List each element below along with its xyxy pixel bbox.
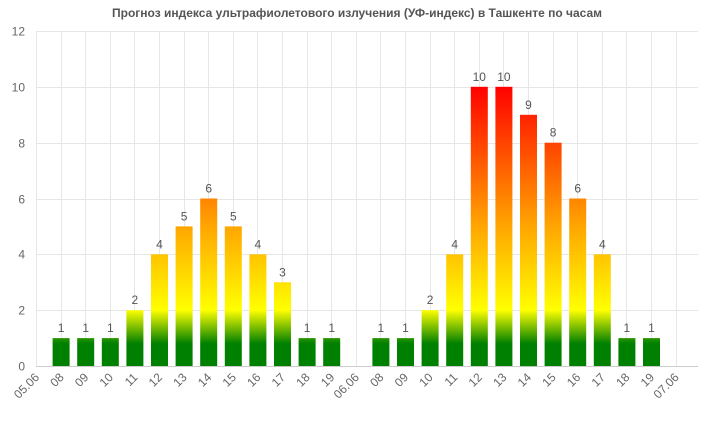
- data-label: 5: [181, 209, 188, 223]
- data-label: 1: [82, 321, 89, 335]
- bar-14-20[interactable]: [520, 114, 537, 367]
- bar-16-22[interactable]: [569, 198, 587, 367]
- x-tick-label: 05.06: [11, 370, 42, 401]
- bar-19-12[interactable]: [323, 338, 341, 366]
- y-tick-label: 10: [12, 81, 26, 95]
- x-tick-label: 18: [293, 370, 313, 390]
- data-label: 4: [599, 237, 606, 251]
- data-label: 4: [451, 237, 458, 251]
- data-label: 2: [132, 293, 139, 307]
- data-label: 10: [497, 70, 511, 84]
- bar-11-4[interactable]: [126, 310, 144, 366]
- y-tick-label: 8: [18, 137, 25, 151]
- x-tick-label: 08: [47, 370, 67, 390]
- x-tick-label: 12: [466, 370, 486, 390]
- x-tick-label: 11: [442, 370, 461, 389]
- y-tick-label: 12: [12, 25, 26, 39]
- y-tick-label: 6: [18, 193, 25, 207]
- bar-17-23[interactable]: [593, 254, 611, 366]
- x-tick-label: 10: [416, 370, 436, 390]
- bar-12-5[interactable]: [151, 254, 168, 366]
- x-tick-label: 08: [367, 370, 387, 390]
- data-label: 1: [58, 321, 65, 335]
- x-tick-label: 18: [613, 370, 633, 390]
- bar-14-7[interactable]: [200, 198, 218, 367]
- data-label: 1: [402, 321, 409, 335]
- data-label: 6: [205, 182, 212, 196]
- bar-13-6[interactable]: [175, 226, 193, 366]
- bar-09-15[interactable]: [397, 338, 414, 366]
- bar-11-17[interactable]: [446, 254, 464, 366]
- data-label: 10: [473, 70, 487, 84]
- bar-15-21[interactable]: [544, 142, 562, 366]
- y-tick-label: 2: [18, 304, 25, 318]
- bar-10-3[interactable]: [101, 338, 119, 366]
- data-label: 1: [328, 321, 335, 335]
- bar-08-14[interactable]: [372, 338, 390, 366]
- y-axis: 0 2 4 6 8 10 12: [12, 25, 26, 374]
- bar-19-25[interactable]: [643, 338, 660, 366]
- x-tick-label: 13: [490, 370, 510, 390]
- y-tick-label: 0: [18, 360, 25, 374]
- bar-16-9[interactable]: [249, 254, 267, 366]
- x-tick-label: 09: [72, 370, 92, 390]
- data-label: 1: [648, 321, 655, 335]
- y-tick-label: 4: [18, 248, 25, 262]
- x-tick-label: 06.06: [331, 370, 362, 401]
- data-label: 1: [624, 321, 631, 335]
- bar-12-18[interactable]: [470, 86, 488, 367]
- data-labels: 1 1 1 2 4 5 6 5 4 3 1 1 1 1 2 4 10 10 9 8 6 4 1 1: [58, 70, 655, 335]
- x-tick-label: 15: [220, 370, 240, 390]
- data-label: 8: [550, 126, 557, 140]
- bars: [52, 86, 660, 367]
- data-label: 4: [255, 237, 262, 251]
- x-tick-label: 14: [515, 370, 535, 390]
- x-tick-label: 15: [539, 370, 559, 390]
- x-tick-label: 07.06: [651, 370, 682, 401]
- x-tick-label: 16: [564, 370, 584, 390]
- x-tick-label: 17: [589, 370, 609, 390]
- data-label: 3: [279, 265, 286, 279]
- data-label: 2: [427, 293, 434, 307]
- x-tick-label: 13: [170, 370, 190, 390]
- x-tick-label: 10: [97, 370, 117, 390]
- x-tick-label: 16: [244, 370, 264, 390]
- data-label: 1: [107, 321, 114, 335]
- data-label: 1: [378, 321, 385, 335]
- bar-10-16[interactable]: [421, 310, 439, 366]
- bar-15-8[interactable]: [224, 226, 242, 366]
- x-tick-label: 12: [146, 370, 166, 390]
- bar-09-2[interactable]: [77, 338, 95, 366]
- data-label: 4: [156, 237, 163, 251]
- data-label: 9: [525, 98, 532, 112]
- x-tick-label: 17: [269, 370, 289, 390]
- bar-18-24[interactable]: [618, 338, 636, 366]
- data-label: 1: [304, 321, 311, 335]
- x-tick-label: 14: [195, 370, 215, 390]
- bar-18-11[interactable]: [298, 338, 316, 366]
- x-tick-label: 11: [122, 370, 141, 389]
- bar-17-10[interactable]: [274, 282, 291, 367]
- chart-title: Прогноз индекса ультрафиолетового излуче…: [112, 6, 602, 20]
- data-label: 5: [230, 209, 237, 223]
- x-tick-label: 09: [392, 370, 412, 390]
- bar-08-1[interactable]: [52, 338, 70, 366]
- data-label: 6: [574, 182, 581, 196]
- bar-13-19[interactable]: [495, 86, 513, 367]
